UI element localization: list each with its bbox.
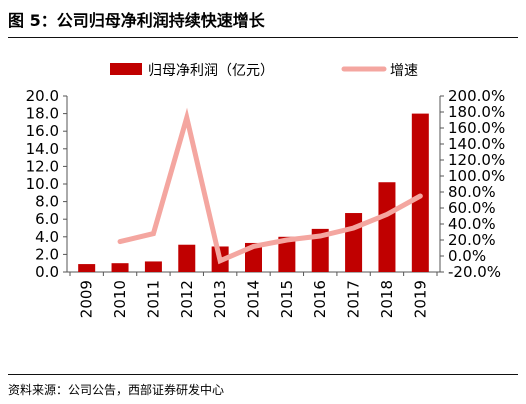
left-tick-label: 0.0	[35, 263, 59, 281]
left-axis: 0.02.04.06.08.010.012.014.016.018.020.0	[26, 87, 68, 281]
bar-2009	[78, 264, 96, 272]
top-rule	[8, 37, 518, 38]
bar-2010	[111, 263, 129, 272]
right-tick-label: 20.0%	[448, 231, 496, 249]
bottom-rule	[8, 374, 518, 375]
right-tick-label: 180.0%	[448, 103, 505, 121]
x-tick-label: 2019	[411, 280, 429, 318]
x-tick-label: 2016	[311, 280, 329, 318]
left-tick-label: 8.0	[35, 193, 59, 211]
right-axis: -20.0%0.0%20.0%40.0%60.0%80.0%100.0%120.…	[439, 87, 505, 281]
right-tick-label: 100.0%	[448, 167, 505, 185]
right-tick-label: 0.0%	[448, 247, 486, 265]
right-tick-label: 60.0%	[448, 199, 496, 217]
bar-2015	[278, 236, 296, 272]
right-tick-label: 160.0%	[448, 119, 505, 137]
source-note: 资料来源：公司公告，西部证券研发中心	[8, 383, 225, 397]
x-tick-label: 2015	[278, 280, 296, 318]
right-tick-label: 120.0%	[448, 151, 505, 169]
left-tick-label: 16.0	[26, 122, 59, 140]
left-tick-label: 6.0	[35, 210, 59, 228]
left-tick-label: 20.0	[26, 87, 59, 105]
right-tick-label: 80.0%	[448, 183, 496, 201]
legend-swatch-bar	[110, 63, 142, 75]
bar-2011	[144, 261, 162, 272]
chart-title: 图 5：公司归母净利润持续快速增长	[8, 11, 265, 30]
x-tick-label: 2014	[245, 280, 263, 318]
right-tick-label: -20.0%	[448, 263, 501, 281]
left-tick-label: 14.0	[26, 140, 59, 158]
bar-2016	[311, 228, 329, 272]
legend: 归母净利润（亿元） 增速	[110, 62, 418, 79]
x-tick-label: 2010	[111, 280, 129, 318]
x-tick-label: 2012	[178, 280, 196, 318]
bar-2019	[411, 113, 429, 272]
x-tick-label: 2017	[345, 280, 363, 318]
left-tick-label: 2.0	[35, 245, 59, 263]
bar-2018	[378, 182, 396, 272]
bar-2012	[178, 244, 196, 272]
growth-line	[117, 107, 423, 265]
left-tick-label: 10.0	[26, 175, 59, 193]
right-tick-label: 140.0%	[448, 135, 505, 153]
x-tick-label: 2011	[144, 280, 162, 318]
right-tick-label: 200.0%	[448, 87, 505, 105]
x-axis: 2009 2010 2011 2012 2013 2014 2015 2016 2017 2018…	[67, 271, 440, 318]
left-tick-label: 12.0	[26, 157, 59, 175]
line-series	[117, 107, 423, 265]
left-tick-label: 4.0	[35, 228, 59, 246]
x-tick-label: 2013	[211, 280, 229, 318]
legend-label-line: 增速	[390, 63, 418, 79]
x-tick-label: 2018	[378, 280, 396, 318]
left-tick-label: 18.0	[26, 105, 59, 123]
bar-2017	[345, 213, 363, 272]
legend-label-bar: 归母净利润（亿元）	[148, 62, 274, 79]
right-tick-label: 40.0%	[448, 215, 496, 233]
x-tick-label: 2009	[78, 280, 96, 318]
